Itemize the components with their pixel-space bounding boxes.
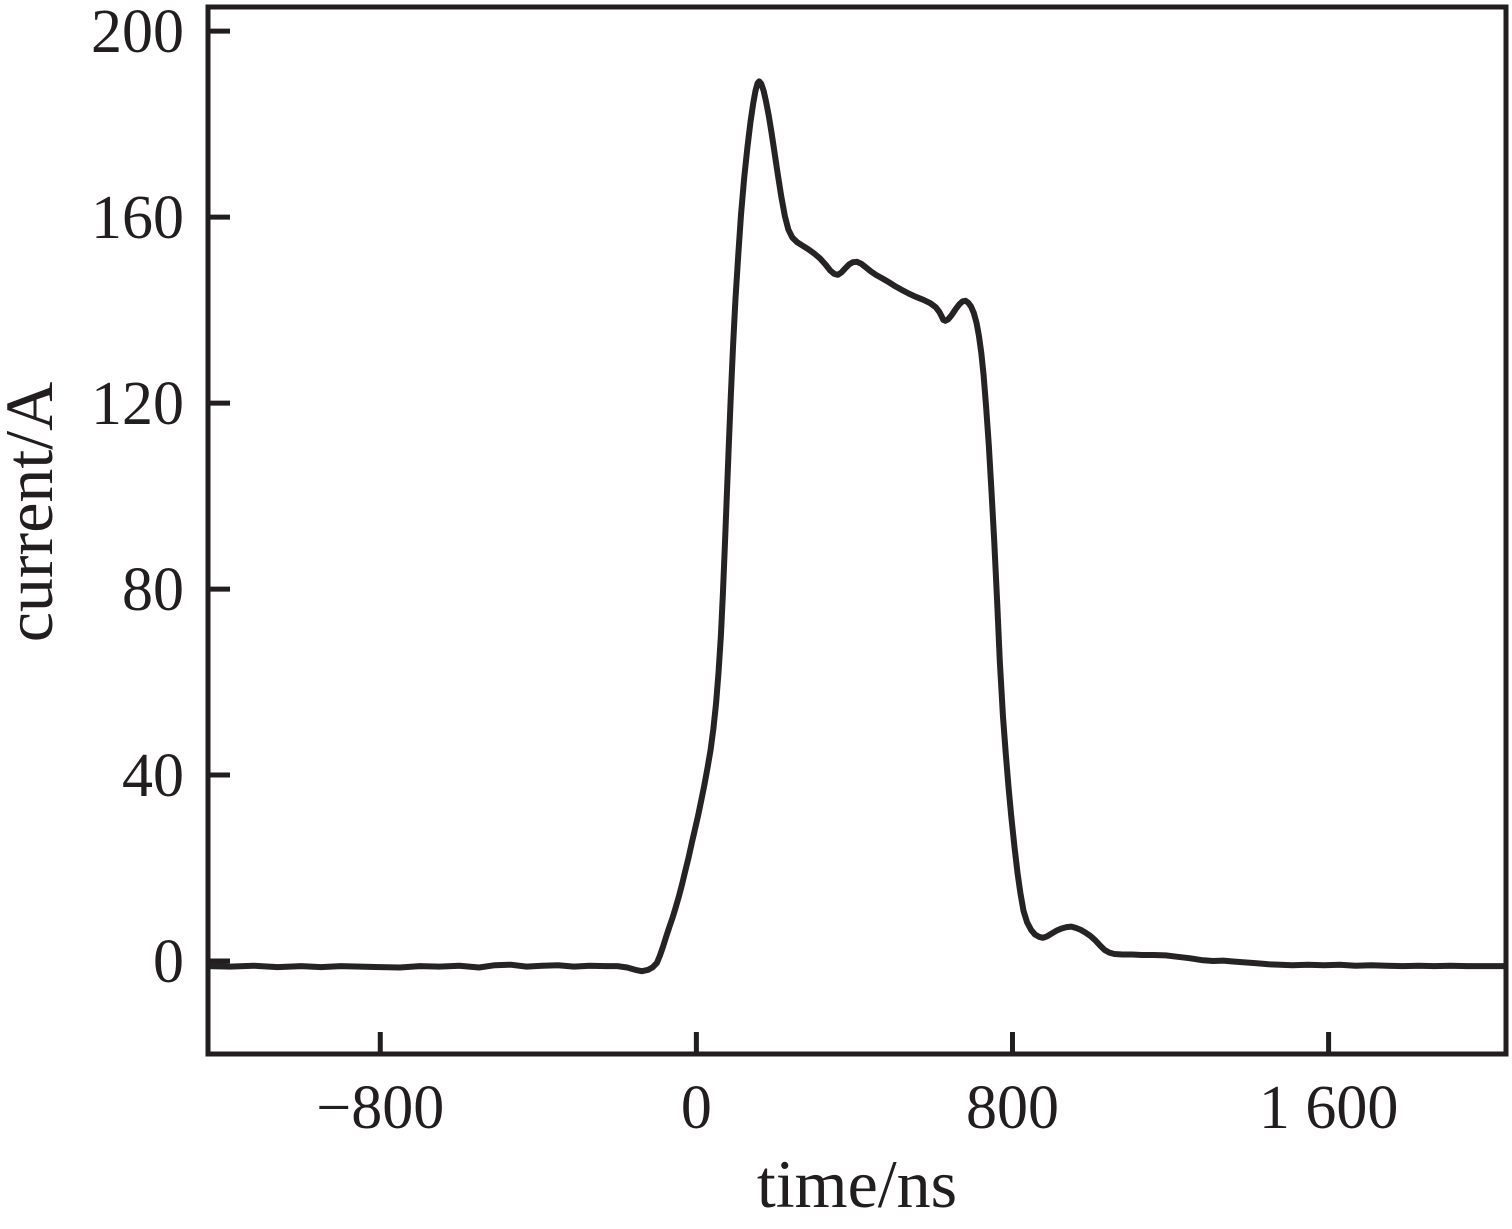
y-tick-label: 40 <box>122 742 184 810</box>
y-tick-label: 200 <box>91 0 184 66</box>
y-tick-label: 0 <box>153 928 184 996</box>
current-trace <box>208 78 1506 975</box>
y-axis-label: current/A <box>0 382 67 643</box>
plot-border <box>205 4 1509 1057</box>
y-tick-label: 120 <box>91 370 184 438</box>
x-tick-label: 800 <box>966 1074 1059 1142</box>
x-tick-label: 0 <box>681 1074 712 1142</box>
y-tick-label: 80 <box>122 556 184 624</box>
x-axis-label: time/ns <box>757 1146 957 1222</box>
x-tick-label: 1 600 <box>1259 1074 1399 1142</box>
x-tick-label: −800 <box>316 1074 444 1142</box>
tick-labels: −800 0 800 1 600 0 40 80 120 160 200 <box>91 0 1398 1142</box>
axis-ticks <box>208 28 1332 1054</box>
y-tick-label: 160 <box>91 184 184 252</box>
